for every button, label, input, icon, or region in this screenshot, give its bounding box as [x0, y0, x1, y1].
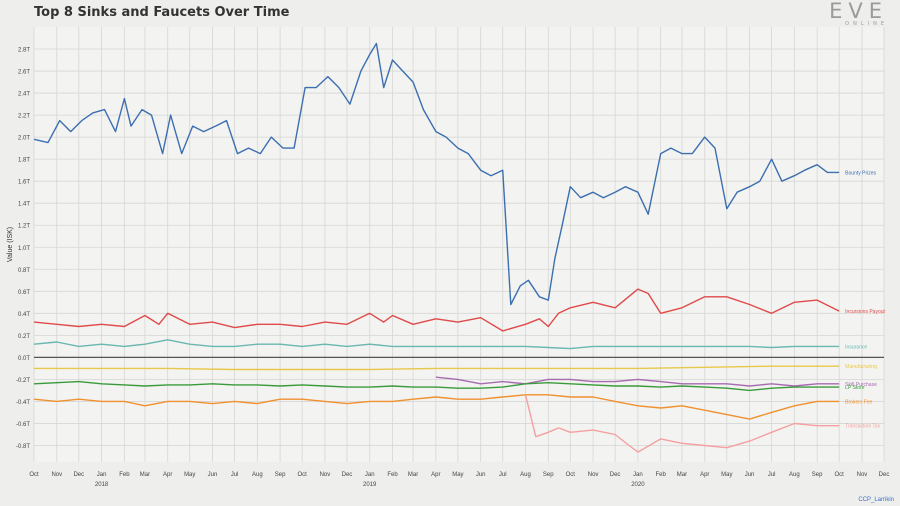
series-line: [435, 376, 840, 387]
series-line: [34, 365, 840, 371]
y-tick-label: 2.4T: [18, 92, 30, 98]
y-tick-label: -0.6T: [16, 422, 30, 428]
x-tick-label: Jan: [365, 472, 375, 478]
x-tick-label: May: [184, 472, 195, 478]
logo-text: EVE: [829, 0, 888, 23]
x-tick-label: Feb: [387, 472, 398, 478]
x-tick-label: Mar: [408, 472, 418, 478]
x-tick-label: Sep: [275, 472, 286, 478]
x-tick-label: Mar: [140, 472, 150, 478]
plot-area: [34, 27, 884, 462]
y-tick-label: 2.6T: [18, 70, 30, 76]
series-label: Bounty Prizes: [845, 170, 876, 176]
x-tick-label: Sep: [812, 472, 823, 478]
x-tick-label: Aug: [789, 472, 800, 478]
y-tick-label: 1.8T: [18, 158, 30, 164]
x-tick-label: Feb: [119, 472, 130, 478]
x-tick-label: Jan: [97, 472, 107, 478]
x-tick-label: Dec: [73, 472, 84, 478]
x-tick-label: May: [452, 472, 463, 478]
x-year-label: 2018: [95, 482, 109, 488]
y-tick-label: 2.2T: [18, 114, 30, 120]
y-tick-label: 0.0T: [18, 356, 30, 362]
y-tick-label: 1.4T: [18, 202, 30, 208]
series-line: [33, 380, 840, 392]
x-tick-label: Aug: [520, 472, 531, 478]
series-label: Manufacturing: [845, 364, 877, 370]
x-tick-label: Jul: [768, 472, 776, 478]
x-tick-label: Mar: [677, 472, 687, 478]
y-tick-label: 1.2T: [18, 224, 30, 230]
x-tick-label: Aug: [252, 472, 263, 478]
series-label: Brokers Fee: [845, 399, 872, 405]
y-tick-label: 0.8T: [18, 268, 30, 274]
x-tick-label: Oct: [566, 472, 576, 478]
x-tick-label: Apr: [431, 472, 440, 478]
y-tick-label: 2.0T: [18, 136, 30, 142]
series-label: LP Store: [845, 385, 865, 391]
y-tick-label: 0.6T: [18, 290, 30, 296]
x-tick-label: Dec: [879, 472, 890, 478]
y-tick-label: -0.2T: [16, 378, 30, 384]
series-label: Insurance: [845, 344, 867, 350]
x-tick-label: Jan: [633, 472, 643, 478]
x-tick-label: Nov: [51, 472, 62, 478]
x-tick-label: Dec: [610, 472, 621, 478]
x-tick-label: Oct: [835, 472, 845, 478]
y-axis-label: Value (ISK): [7, 227, 14, 262]
eve-logo: EVE ONLINE: [829, 0, 888, 27]
x-tick-label: Feb: [655, 472, 666, 478]
series-line: [33, 288, 840, 332]
y-tick-label: 0.2T: [18, 334, 30, 340]
y-tick-label: 1.6T: [18, 180, 30, 186]
x-tick-label: Jul: [499, 472, 507, 478]
y-tick-label: 0.4T: [18, 312, 30, 318]
series-line: [33, 394, 840, 420]
x-tick-label: Jun: [745, 472, 755, 478]
series-line: [33, 339, 840, 350]
x-tick-label: May: [721, 472, 732, 478]
chart-title: Top 8 Sinks and Faucets Over Time: [34, 5, 290, 20]
y-tick-label: -0.4T: [16, 400, 30, 406]
x-tick-label: Apr: [700, 472, 709, 478]
series-line: [524, 394, 840, 453]
x-tick-label: Nov: [857, 472, 868, 478]
x-tick-label: Jun: [208, 472, 218, 478]
x-year-label: 2019: [363, 482, 377, 488]
series-label: Incursions Payout: [845, 309, 885, 315]
x-tick-label: Jul: [231, 472, 239, 478]
x-tick-label: Oct: [297, 472, 307, 478]
logo-subtext: ONLINE: [845, 21, 888, 27]
x-tick-label: Sep: [543, 472, 554, 478]
x-year-label: 2020: [631, 482, 645, 488]
x-tick-label: Jun: [476, 472, 486, 478]
x-tick-label: Nov: [320, 472, 331, 478]
x-tick-label: Apr: [163, 472, 172, 478]
y-tick-label: 2.8T: [18, 48, 30, 54]
series-label: Skill Purchase: [845, 382, 877, 388]
y-tick-label: 1.0T: [18, 246, 30, 252]
x-tick-label: Nov: [588, 472, 599, 478]
y-tick-label: -0.8T: [16, 444, 30, 450]
author-credit: CCP_Larrikin: [858, 497, 894, 503]
series-line: [33, 42, 840, 306]
x-tick-label: Dec: [342, 472, 353, 478]
x-tick-label: Oct: [29, 472, 39, 478]
series-label: Transaction Tax: [845, 424, 881, 430]
